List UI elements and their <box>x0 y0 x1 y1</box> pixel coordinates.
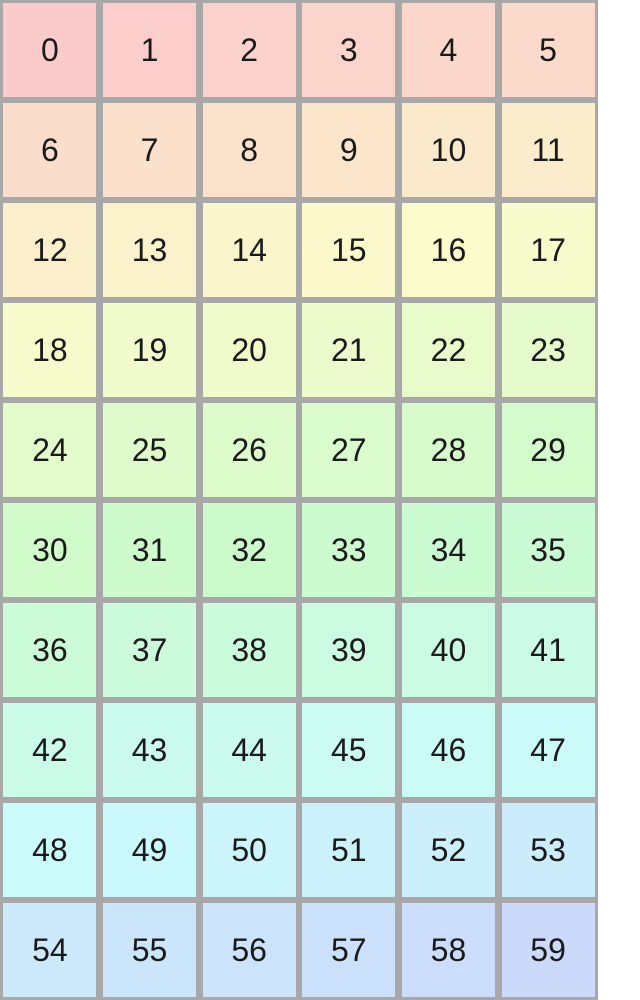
grid-cell-18[interactable]: 18 <box>3 303 97 397</box>
grid-cell-7[interactable]: 7 <box>103 103 197 197</box>
grid-cell-9[interactable]: 9 <box>302 103 396 197</box>
grid-cell-56[interactable]: 56 <box>202 903 296 997</box>
grid-cell-10[interactable]: 10 <box>401 103 495 197</box>
grid-cell-29[interactable]: 29 <box>501 403 595 497</box>
grid-cell-34[interactable]: 34 <box>401 503 495 597</box>
grid-cell-6[interactable]: 6 <box>3 103 97 197</box>
grid-cell-14[interactable]: 14 <box>202 203 296 297</box>
grid-cell-8[interactable]: 8 <box>202 103 296 197</box>
grid-cell-16[interactable]: 16 <box>401 203 495 297</box>
grid-cell-5[interactable]: 5 <box>501 3 595 97</box>
grid-cell-47[interactable]: 47 <box>501 703 595 797</box>
grid-cell-30[interactable]: 30 <box>3 503 97 597</box>
grid-cell-15[interactable]: 15 <box>302 203 396 297</box>
grid-cell-22[interactable]: 22 <box>401 303 495 397</box>
grid-cell-17[interactable]: 17 <box>501 203 595 297</box>
grid-cell-25[interactable]: 25 <box>103 403 197 497</box>
grid-cell-59[interactable]: 59 <box>501 903 595 997</box>
grid-cell-4[interactable]: 4 <box>401 3 495 97</box>
grid-cell-0[interactable]: 0 <box>3 3 97 97</box>
grid-cell-39[interactable]: 39 <box>302 603 396 697</box>
grid-cell-49[interactable]: 49 <box>103 803 197 897</box>
grid-cell-38[interactable]: 38 <box>202 603 296 697</box>
grid-cell-33[interactable]: 33 <box>302 503 396 597</box>
grid-cell-52[interactable]: 52 <box>401 803 495 897</box>
grid-cell-2[interactable]: 2 <box>202 3 296 97</box>
grid-cell-32[interactable]: 32 <box>202 503 296 597</box>
grid-cell-36[interactable]: 36 <box>3 603 97 697</box>
grid-cell-51[interactable]: 51 <box>302 803 396 897</box>
grid-cell-53[interactable]: 53 <box>501 803 595 897</box>
grid-cell-27[interactable]: 27 <box>302 403 396 497</box>
grid-cell-11[interactable]: 11 <box>501 103 595 197</box>
grid-cell-46[interactable]: 46 <box>401 703 495 797</box>
grid-cell-31[interactable]: 31 <box>103 503 197 597</box>
grid-cell-40[interactable]: 40 <box>401 603 495 697</box>
grid-cell-41[interactable]: 41 <box>501 603 595 697</box>
grid-cell-1[interactable]: 1 <box>103 3 197 97</box>
grid-cell-37[interactable]: 37 <box>103 603 197 697</box>
grid-cell-43[interactable]: 43 <box>103 703 197 797</box>
grid-cell-19[interactable]: 19 <box>103 303 197 397</box>
grid-cell-13[interactable]: 13 <box>103 203 197 297</box>
grid-cell-35[interactable]: 35 <box>501 503 595 597</box>
grid-cell-45[interactable]: 45 <box>302 703 396 797</box>
grid-cell-28[interactable]: 28 <box>401 403 495 497</box>
grid-cell-3[interactable]: 3 <box>302 3 396 97</box>
grid-cell-55[interactable]: 55 <box>103 903 197 997</box>
number-grid: 0 1 2 3 4 5 6 7 8 9 10 11 12 13 14 15 16 17 18 19 20 21 22 23 24… <box>0 0 598 1000</box>
grid-cell-44[interactable]: 44 <box>202 703 296 797</box>
grid-cell-50[interactable]: 50 <box>202 803 296 897</box>
grid-cell-54[interactable]: 54 <box>3 903 97 997</box>
grid-cell-58[interactable]: 58 <box>401 903 495 997</box>
grid-cell-26[interactable]: 26 <box>202 403 296 497</box>
grid-cell-20[interactable]: 20 <box>202 303 296 397</box>
grid-cell-42[interactable]: 42 <box>3 703 97 797</box>
grid-cell-12[interactable]: 12 <box>3 203 97 297</box>
grid-cell-21[interactable]: 21 <box>302 303 396 397</box>
grid-cell-24[interactable]: 24 <box>3 403 97 497</box>
grid-cell-48[interactable]: 48 <box>3 803 97 897</box>
grid-cell-23[interactable]: 23 <box>501 303 595 397</box>
grid-cell-57[interactable]: 57 <box>302 903 396 997</box>
